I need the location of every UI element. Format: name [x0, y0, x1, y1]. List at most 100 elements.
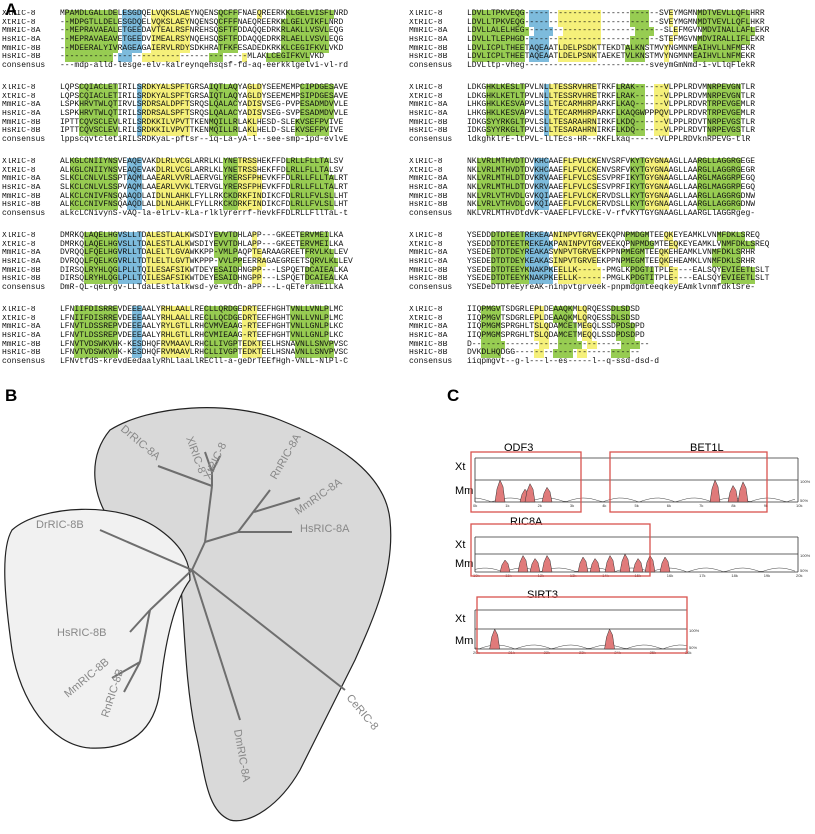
- conservation-highlight: [615, 92, 645, 102]
- axis-tick-label: 19k: [764, 573, 770, 578]
- sequence-name: XtRIC-8: [409, 314, 443, 323]
- alignment-row: HsRIC-8A LFNVTLDSSREPVDEEEAALYRHLGTLLRHCV…: [2, 331, 348, 341]
- conservation-highlight: [127, 184, 142, 193]
- conservation-highlight: [127, 192, 142, 202]
- conservation-highlight: [620, 249, 645, 259]
- sequence-text: --MDPGTLLDELESGDQELVQKSLAEYNQENSQCFFFNAE…: [60, 17, 344, 27]
- conservation-highlight: [141, 53, 180, 63]
- conservation-highlight: [122, 36, 142, 45]
- sequence-text: ldkghklrE-ltPVL-lLTEcs-HR--RKFLkaq------…: [467, 135, 751, 145]
- alignment-row: MmRIC-8B YSEDEDTDTEEYKNAKPKEELLK------PMG…: [409, 266, 769, 276]
- conservation-highlight: [471, 53, 525, 63]
- conservation-highlight: [491, 249, 525, 259]
- alignment-row: MmRIC-8B LFNVTVDSWKVHK-KESDHQFRVMAAVLRHCL…: [2, 339, 349, 350]
- conservation-highlight: [553, 258, 597, 267]
- conservation-highlight: [122, 18, 142, 28]
- sequence-text: ALKCLCNIVFNSQAAQDLALDLNLAHKLFYLLRKCKDRKF…: [60, 200, 349, 210]
- conservation-highlight: [548, 84, 597, 93]
- sequence-text: LFNVTVDSWKVHK-KESDHQFRVMAAVLRHCLLIVGPTED…: [60, 339, 349, 349]
- conservation-highlight: [697, 10, 751, 19]
- conservation-highlight: [471, 18, 525, 28]
- sequence-text: YSEDeDTDTeEyreAK-ninpvtgrveek-pnpmdgmtee…: [467, 283, 756, 293]
- conservation-highlight: [290, 332, 329, 341]
- conservation-highlight: [237, 201, 262, 211]
- conservation-highlight: [242, 53, 248, 63]
- conservation-highlight: [156, 201, 190, 211]
- alignment-row: MmRIC-8A IIQPMGMSPRGHLTSLQDAMCETMEGQLSSDP…: [409, 323, 659, 333]
- conservation-highlight: [539, 340, 549, 350]
- phylogenetic-tree: XlRIC-8 XtRIC-8 DrRIC-8A RnRIC-8A MmRIC-…: [4, 407, 392, 822]
- conservation-highlight: [654, 118, 669, 128]
- gene-region-box: [470, 451, 582, 513]
- conservation-highlight: [256, 10, 262, 19]
- conservation-highlight: [300, 92, 334, 102]
- conservation-highlight: [117, 53, 132, 63]
- conservation-highlight: [534, 175, 549, 185]
- sequence-name: HsRIC-8A: [2, 36, 41, 45]
- conservation-highlight: [553, 349, 573, 359]
- alignment-row: MmRIC-8B DIRSQLRYHLQGLPLLTQILESAFSIKWTDEY…: [2, 266, 353, 276]
- conservation-highlight: [132, 332, 142, 341]
- alignment-row: XlRIC-8 YSEDDDTDTEETREKEAANINPVTGRVEEKQPN…: [409, 231, 769, 241]
- species-mm-3: Mm: [455, 635, 473, 647]
- panel-label-a: A: [5, 0, 18, 19]
- conservation-highlight: [223, 184, 238, 193]
- percent-label: 50%: [689, 645, 697, 650]
- percent-label: 100%: [800, 479, 811, 484]
- alignment-row: MmRIC-8A DVRQQLFQELHGVRLLTDALELTLGVAWKKPP…: [2, 249, 353, 259]
- conservation-highlight: [548, 101, 597, 111]
- alignment-row: HsRIC-8B --------------------------------…: [2, 53, 348, 63]
- conservation-highlight: [534, 201, 549, 211]
- conservation-highlight: [582, 332, 592, 341]
- conservation-highlight: [252, 240, 257, 250]
- conservation-highlight: [692, 53, 741, 63]
- alignment-row: consensus aLkcLCNivynS-vAQ-la-elrLv-kLa-r…: [2, 209, 348, 219]
- conservation-highlight: [84, 232, 118, 241]
- conservation-highlight: [256, 258, 267, 267]
- alignment-row: MmRIC-8B LDVLICPLTHEETAQEAATLDELPSDKTTEKD…: [409, 44, 769, 54]
- alignment-row: HsRIC-8A LHKGHKLKESVAPVLSLLTECARMHRPARKFL…: [409, 109, 755, 119]
- conservation-highlight: [481, 314, 501, 324]
- alignment-row: consensus iiqpmgvt--g-l---l--es-----l--q-…: [409, 357, 659, 367]
- axis-tick-label: 6k: [667, 503, 671, 508]
- conservation-highlight: [204, 340, 238, 350]
- conservation-highlight: [548, 118, 597, 128]
- axis-tick-label: 3k: [570, 503, 574, 508]
- sequence-name: XtRIC-8: [2, 240, 36, 249]
- conservation-highlight: [132, 306, 142, 315]
- sequence-name: MmRIC-8A: [409, 101, 448, 110]
- sequence-text: YSEDEDTDTDEYKEAKASINPVTGRVEEKPPNPMEGMTEE…: [467, 257, 756, 267]
- conservation-highlight: [543, 84, 549, 93]
- tree-branches: [99, 451, 346, 721]
- conservation-highlight: [69, 201, 118, 211]
- conservation-highlight: [247, 127, 257, 137]
- alignment-row: MmRIC-8A NKLVRLMTHLDTDVKRVAAEFLFVLCSESVPR…: [409, 175, 755, 185]
- sequence-name: HsRIC-8A: [2, 110, 41, 119]
- conservation-highlight: [529, 18, 549, 28]
- conservation-highlight: [132, 340, 142, 350]
- conserved-peak: [604, 554, 616, 573]
- conservation-highlight: [223, 192, 238, 202]
- conservation-highlight: [295, 127, 329, 137]
- sequence-text: IPTTCQVSCLEVLRILSRDKKILVPVTTKENMQILLRLAK…: [60, 126, 344, 136]
- conservation-highlight: [615, 323, 635, 333]
- conservation-highlight: [558, 10, 602, 19]
- sequence-text: LDKGHKLKETLTPVLNLLTESSRVHRETRKFLRAK-----…: [467, 91, 756, 101]
- sequence-name: MmRIC-8A: [409, 175, 448, 184]
- conservation-highlight: [136, 101, 142, 111]
- conservation-highlight: [64, 27, 118, 37]
- sequence-name: consensus: [409, 62, 453, 71]
- alignment-block: XlRIC-8 LDVLLTPKVEQG---------------------…: [409, 9, 769, 71]
- sequence-name: HsRIC-8B: [2, 275, 41, 284]
- conservation-highlight: [141, 92, 190, 102]
- sequence-name: MmRIC-8A: [2, 175, 41, 184]
- sequence-name: HsRIC-8B: [2, 53, 41, 62]
- conservation-highlight: [151, 18, 190, 28]
- alignment-row: XlRIC-8 LDVLLTPKVEQG---------------------…: [409, 9, 769, 19]
- alignment-row: HsRIC-8A NKLVRLMTHLDTDVKRVAAEFLFVLCSESVPR…: [409, 183, 755, 193]
- sequence-name: HsRIC-8B: [2, 127, 41, 136]
- sequence-name: MmRIC-8B: [2, 266, 41, 275]
- axis-tick-label: 18k: [731, 573, 737, 578]
- alignment-row: HsRIC-8B DVKDLHQDGG----------------------…: [409, 349, 659, 359]
- sequence-text: LDKGHKLKESLTPVLNLLTESSRVHRETRKFLRAK-----…: [467, 83, 756, 92]
